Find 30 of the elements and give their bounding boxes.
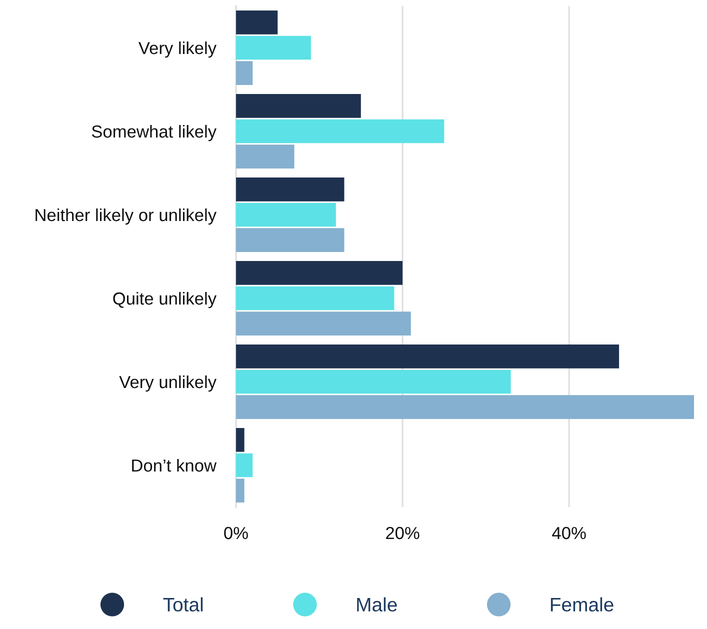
bar (236, 395, 694, 419)
bar (236, 370, 511, 394)
legend-label: Female (550, 597, 614, 612)
bar (236, 261, 403, 285)
bar (236, 453, 253, 478)
bar (236, 61, 253, 85)
bar (236, 428, 244, 452)
bar (236, 144, 294, 168)
legend-label: Male (357, 597, 397, 612)
y-tick-label: Very unlikely (119, 375, 217, 392)
bar (236, 178, 344, 202)
bar (236, 10, 278, 34)
x-tick-label: 0% (224, 526, 248, 540)
bar (236, 228, 344, 252)
bar (236, 94, 361, 118)
bar (236, 344, 620, 368)
bar (236, 202, 336, 227)
bar (236, 119, 444, 144)
x-tick-label: 20% (386, 526, 420, 540)
legend-label: Total (163, 597, 203, 612)
y-tick-label: Very likely (138, 41, 217, 58)
y-tick-label: Don’t know (132, 458, 217, 472)
y-tick-label: Somewhat likely (92, 124, 217, 142)
y-tick-label: Neither likely or unlikely (36, 208, 217, 225)
bar (236, 36, 311, 60)
bar (236, 286, 394, 310)
bar (236, 312, 411, 336)
y-tick-label: Quite unlikely (113, 292, 217, 308)
x-tick-label: 40% (552, 526, 586, 540)
bar (236, 478, 244, 502)
